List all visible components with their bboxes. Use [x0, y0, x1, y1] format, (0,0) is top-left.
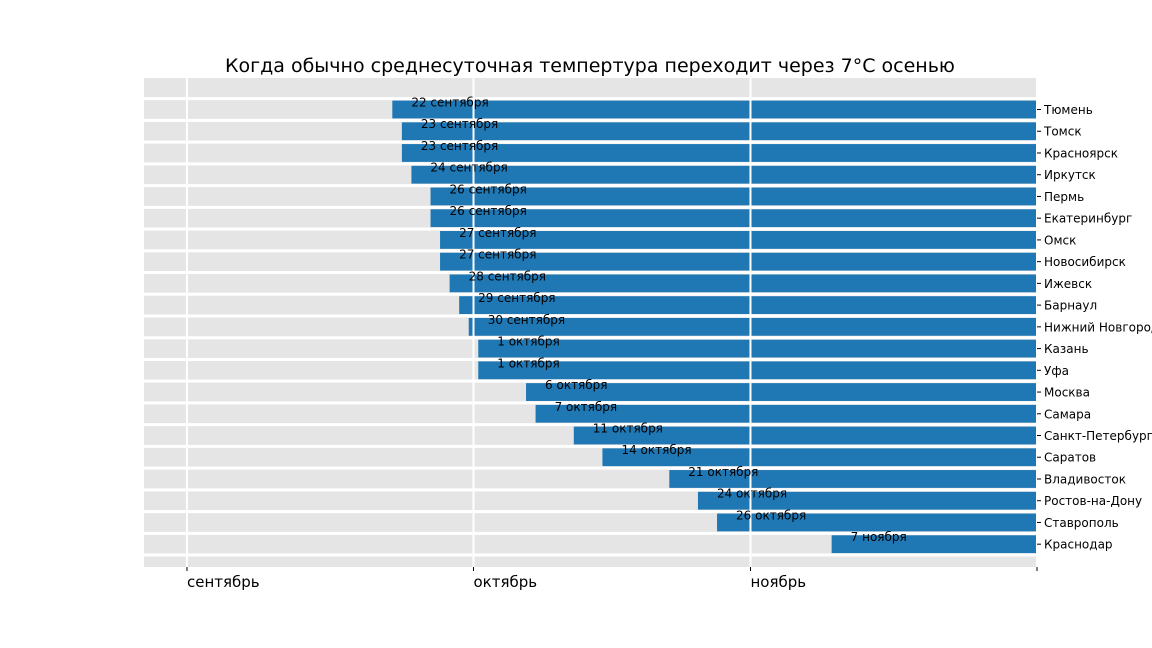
bar-label: 7 ноября: [851, 530, 907, 544]
y-tick-label: Уфа: [1044, 364, 1069, 378]
bar-label: 7 октября: [555, 400, 617, 414]
bar: [401, 144, 1037, 162]
bar-label: 14 октября: [621, 443, 691, 457]
bar: [440, 252, 1038, 271]
bar: [459, 296, 1037, 315]
x-tick-label: сентябрь: [187, 573, 260, 591]
bar-label: 23 сентября: [421, 117, 498, 131]
y-tick-label: Томск: [1043, 125, 1082, 139]
y-tick-label: Ростов-на-Дону: [1044, 494, 1142, 508]
y-tick-label: Екатеринбург: [1044, 212, 1132, 226]
y-tick-label: Пермь: [1044, 190, 1084, 204]
bar: [831, 535, 1037, 554]
bar-label: 23 сентября: [421, 139, 498, 153]
y-tick-label: Саратов: [1044, 451, 1096, 465]
bar: [602, 448, 1037, 467]
plot-area: 22 сентября 23 сентября 23 сентября 24 сент…: [144, 78, 1152, 591]
bar: [526, 383, 1037, 401]
y-tick-label: Новосибирск: [1044, 255, 1126, 269]
y-tick-label: Ставрополь: [1044, 516, 1119, 530]
bar-label: 27 сентября: [459, 226, 536, 240]
y-tick-label: Тюмень: [1043, 103, 1093, 117]
y-tick-label: Санкт-Петербург: [1044, 429, 1152, 443]
bar-label: 28 сентября: [469, 269, 546, 283]
bar: [717, 513, 1037, 532]
bar-label: 29 сентября: [478, 291, 555, 305]
bar-label: 1 октября: [497, 356, 559, 370]
bar: [535, 404, 1037, 423]
bar-label: 26 сентября: [450, 204, 527, 218]
y-tick-label: Владивосток: [1044, 472, 1126, 486]
bar-label: 11 октября: [593, 422, 663, 436]
x-tick-label: октябрь: [474, 573, 538, 591]
y-tick-label: Ижевск: [1044, 277, 1092, 291]
bar: [401, 122, 1037, 141]
y-tick-label: Иркутск: [1044, 168, 1096, 182]
x-tick-label: ноябрь: [750, 573, 806, 591]
bar: [440, 231, 1038, 249]
y-tick-label: Барнаул: [1044, 299, 1097, 313]
y-tick-label: Краснодар: [1044, 538, 1113, 552]
bar-label: 24 сентября: [430, 161, 507, 175]
bar-label: 27 сентября: [459, 248, 536, 262]
y-tick-label: Красноярск: [1044, 146, 1118, 160]
bar: [697, 491, 1037, 510]
y-tick-label: Омск: [1044, 233, 1076, 247]
bar-label: 21 октября: [688, 465, 758, 479]
bar-label: 30 сентября: [488, 313, 565, 327]
y-tick-label: Самара: [1044, 407, 1091, 421]
bar: [669, 470, 1037, 488]
bar: [478, 339, 1037, 358]
y-tick-label: Нижний Новгород: [1044, 320, 1152, 334]
bar: [468, 317, 1037, 336]
y-tick-label: Казань: [1044, 342, 1089, 356]
bar-label: 26 сентября: [450, 182, 527, 196]
bar: [478, 361, 1037, 380]
bar: [430, 187, 1038, 206]
bar-label: 24 октября: [717, 487, 787, 501]
bar-label: 26 октября: [736, 508, 806, 522]
chart-title: Когда обычно среднесуточная темпертура п…: [225, 55, 955, 77]
y-tick-label: Москва: [1044, 386, 1090, 400]
bar: [573, 426, 1037, 445]
bar: [411, 165, 1037, 184]
bar-label: 22 сентября: [411, 96, 488, 110]
bar: [449, 274, 1037, 293]
bar-label: 1 октября: [497, 335, 559, 349]
bar-label: 6 октября: [545, 378, 607, 392]
bar: [430, 209, 1038, 228]
bar: [392, 100, 1037, 119]
